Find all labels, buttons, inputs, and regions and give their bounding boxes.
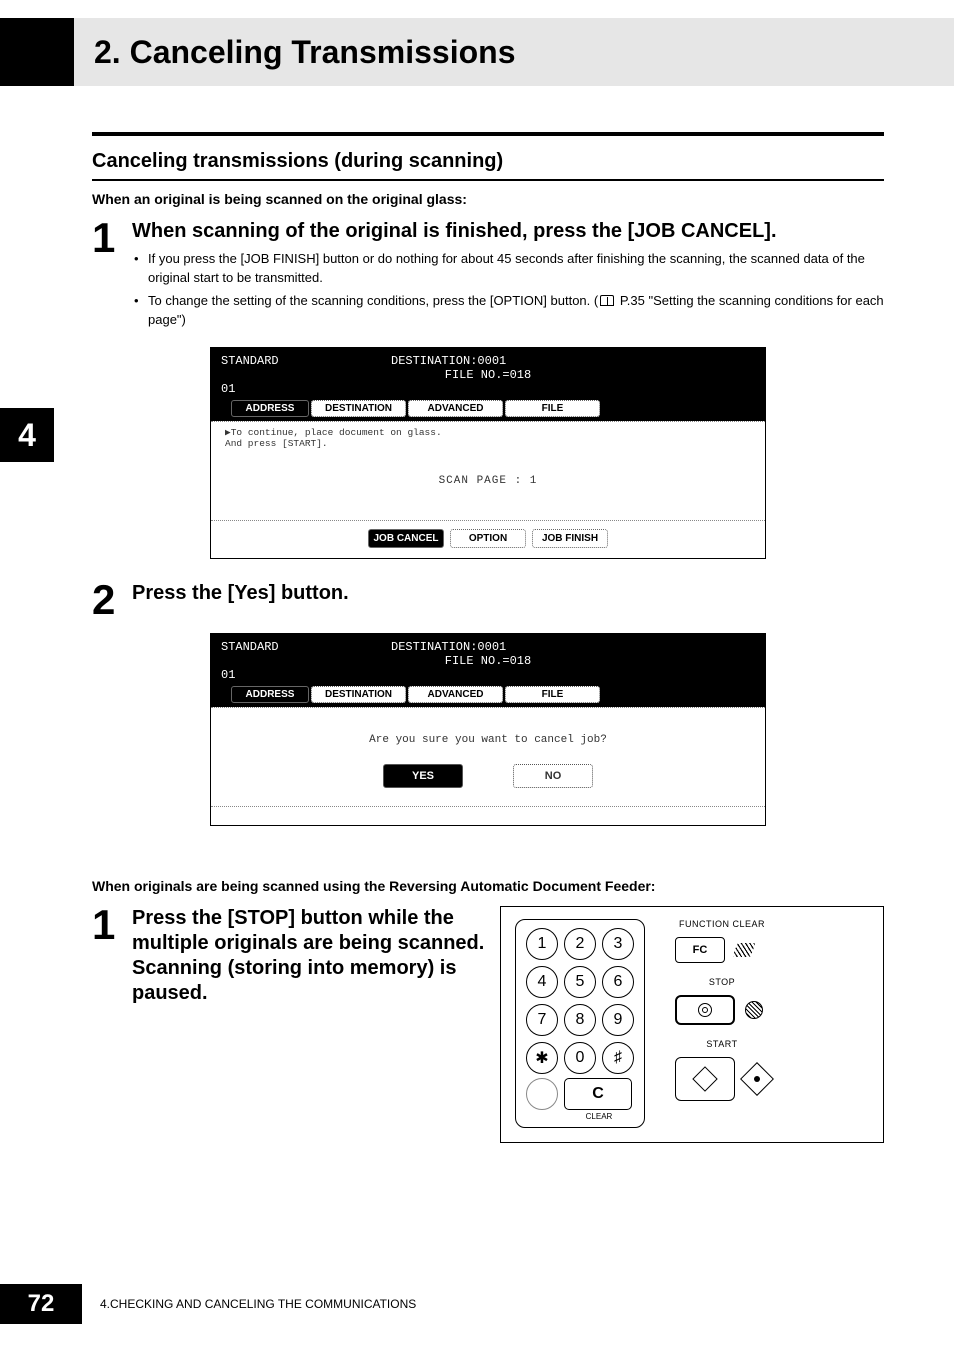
screen-footer	[211, 807, 765, 825]
intro-b: When originals are being scanned using t…	[92, 878, 884, 894]
step-number: 1	[92, 906, 132, 944]
screen-header: STANDARD DESTINATION:0001 FILE NO.=018 0…	[211, 348, 765, 421]
clear-button[interactable]: C	[564, 1078, 632, 1110]
step-1: 1 When scanning of the original is finis…	[92, 219, 884, 333]
stop-icon	[698, 1003, 712, 1017]
key-1[interactable]: 1	[526, 928, 558, 960]
key-blank[interactable]	[526, 1078, 558, 1110]
keypad: 1 2 3 4 5 6 7 8 9 ✱ 0 ♯	[526, 928, 634, 1074]
note: If you press the [JOB FINISH] button or …	[132, 250, 884, 288]
key-3[interactable]: 3	[602, 928, 634, 960]
start-button[interactable]	[675, 1057, 735, 1101]
note-text: To change the setting of the scanning co…	[148, 293, 598, 308]
tabs: ADDRESS DESTINATION ADVANCED FILE	[221, 396, 755, 419]
tab-address[interactable]: ADDRESS	[231, 400, 309, 417]
key-6[interactable]: 6	[602, 966, 634, 998]
panel-right: FUNCTION CLEAR FC STOP START	[675, 919, 769, 1128]
key-9[interactable]: 9	[602, 1004, 634, 1036]
key-star[interactable]: ✱	[526, 1042, 558, 1074]
step-title: When scanning of the original is finishe…	[132, 219, 884, 244]
start-led-icon	[740, 1062, 774, 1096]
mode-label: STANDARD	[221, 354, 391, 368]
chapter-title: 2. Canceling Transmissions	[94, 34, 515, 71]
rule	[92, 132, 884, 136]
step-b1: 1 Press the [STOP] button while the mult…	[92, 906, 884, 1143]
book-icon	[600, 295, 614, 306]
job-finish-button[interactable]: JOB FINISH	[532, 529, 608, 548]
start-icon	[692, 1066, 717, 1091]
file-label: FILE NO.=018	[221, 654, 755, 668]
step-notes: If you press the [JOB FINISH] button or …	[132, 250, 884, 329]
key-5[interactable]: 5	[564, 966, 596, 998]
chapter-tab: 4	[0, 408, 54, 462]
clear-row: C CLEAR	[526, 1078, 634, 1121]
option-button[interactable]: OPTION	[450, 529, 526, 548]
function-clear-label: FUNCTION CLEAR	[675, 919, 769, 929]
step-title: Press the [STOP] button while the multip…	[132, 906, 488, 1006]
note: To change the setting of the scanning co…	[132, 292, 884, 330]
screen-body: Are you sure you want to cancel job? YES…	[211, 707, 765, 807]
tab-address[interactable]: ADDRESS	[231, 686, 309, 703]
no-button[interactable]: NO	[513, 764, 593, 788]
lcd-screen-2: STANDARD DESTINATION:0001 FILE NO.=018 0…	[210, 633, 766, 826]
page-footer: 72 4.CHECKING AND CANCELING THE COMMUNIC…	[0, 1284, 416, 1324]
entry-number: 01	[221, 382, 755, 396]
intro-a: When an original is being scanned on the…	[92, 191, 884, 207]
stop-led-icon	[745, 1001, 763, 1019]
destination-label: DESTINATION:0001	[391, 640, 506, 654]
yes-no-row: YES NO	[225, 764, 751, 788]
lcd-screen-1: STANDARD DESTINATION:0001 FILE NO.=018 0…	[210, 347, 766, 559]
yes-button[interactable]: YES	[383, 764, 463, 788]
step-body: When scanning of the original is finishe…	[132, 219, 884, 333]
fc-button[interactable]: FC	[675, 937, 725, 963]
key-2[interactable]: 2	[564, 928, 596, 960]
start-label: START	[675, 1039, 769, 1049]
confirm-text: Are you sure you want to cancel job?	[225, 734, 751, 746]
tab-file[interactable]: FILE	[505, 686, 600, 703]
clear-label: CLEAR	[564, 1112, 634, 1121]
entry-number: 01	[221, 668, 755, 682]
key-hash[interactable]: ♯	[602, 1042, 634, 1074]
keypad-frame: 1 2 3 4 5 6 7 8 9 ✱ 0 ♯	[515, 919, 645, 1128]
tab-advanced[interactable]: ADVANCED	[408, 400, 503, 417]
tab-destination[interactable]: DESTINATION	[311, 686, 406, 703]
fc-led-icon	[732, 943, 755, 957]
screen-buttons: JOB CANCEL OPTION JOB FINISH	[211, 521, 765, 558]
key-7[interactable]: 7	[526, 1004, 558, 1036]
hint-line: And press [START].	[225, 439, 751, 449]
screen-header: STANDARD DESTINATION:0001 FILE NO.=018 0…	[211, 634, 765, 707]
destination-label: DESTINATION:0001	[391, 354, 506, 368]
tab-destination[interactable]: DESTINATION	[311, 400, 406, 417]
stop-label: STOP	[675, 977, 769, 987]
step-number: 1	[92, 219, 132, 257]
job-cancel-button[interactable]: JOB CANCEL	[368, 529, 444, 548]
footer-text: 4.CHECKING AND CANCELING THE COMMUNICATI…	[100, 1297, 416, 1311]
step-title: Press the [Yes] button.	[132, 581, 884, 606]
key-0[interactable]: 0	[564, 1042, 596, 1074]
mode-label: STANDARD	[221, 640, 391, 654]
step-2: 2 Press the [Yes] button.	[92, 581, 884, 619]
control-panel: 1 2 3 4 5 6 7 8 9 ✱ 0 ♯	[500, 906, 884, 1143]
screen-body: ▶To continue, place document on glass. A…	[211, 421, 765, 521]
stop-button[interactable]	[675, 995, 735, 1025]
tabs: ADDRESS DESTINATION ADVANCED FILE	[221, 682, 755, 705]
chapter-header: 2. Canceling Transmissions	[0, 18, 954, 86]
tab-file[interactable]: FILE	[505, 400, 600, 417]
page-number: 72	[0, 1284, 82, 1324]
tab-advanced[interactable]: ADVANCED	[408, 686, 503, 703]
section-title: Canceling transmissions (during scanning…	[92, 150, 884, 181]
keypad-section: 1 2 3 4 5 6 7 8 9 ✱ 0 ♯	[515, 919, 645, 1128]
step-body: Press the [Yes] button.	[132, 581, 884, 612]
page-content: Canceling transmissions (during scanning…	[92, 132, 884, 1149]
step-body: Press the [STOP] button while the multip…	[132, 906, 884, 1143]
step-number: 2	[92, 581, 132, 619]
key-8[interactable]: 8	[564, 1004, 596, 1036]
scan-page: SCAN PAGE : 1	[225, 475, 751, 487]
key-4[interactable]: 4	[526, 966, 558, 998]
file-label: FILE NO.=018	[221, 368, 755, 382]
